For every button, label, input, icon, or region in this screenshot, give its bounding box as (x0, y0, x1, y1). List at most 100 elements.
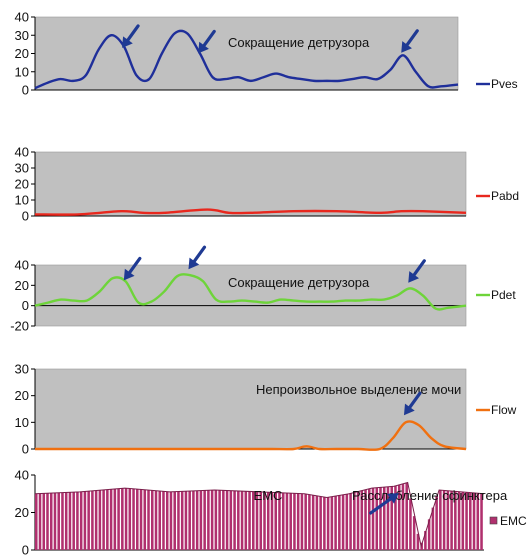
y-tick-label: 20 (15, 177, 29, 192)
arrow-head (122, 36, 133, 48)
bar (457, 491, 461, 550)
arrow-icon (123, 256, 142, 281)
arrow-head (408, 271, 420, 283)
bar (248, 491, 251, 550)
y-tick-label: 30 (15, 161, 29, 176)
y-tick-label: 0 (22, 543, 29, 556)
y-tick-label: 40 (15, 10, 29, 25)
bar (469, 492, 472, 550)
chart-title: EMC (254, 488, 283, 503)
chart-panel-1: 0 10 20 30 40 Pves Сокращение детрузора (15, 10, 518, 98)
bar (132, 488, 135, 550)
y-tick-label: 40 (15, 145, 29, 160)
chart-panel-3: -20 0 20 40 Pdet Сокращение детрузора (10, 258, 516, 334)
bar (87, 491, 90, 550)
plot-area (34, 368, 467, 450)
bar (330, 496, 334, 550)
arrow-icon (369, 493, 399, 515)
legend-marker (489, 516, 498, 525)
y-tick-label: -20 (10, 319, 29, 334)
bar (98, 490, 102, 550)
chart-panel-5: 0 20 40 EMC EMC Расслабление сфинктера (15, 468, 527, 556)
bar (397, 484, 401, 550)
bar (102, 489, 105, 550)
bar (233, 490, 236, 550)
bar (472, 492, 476, 550)
bar (349, 493, 352, 550)
bar (222, 490, 225, 550)
bar (46, 493, 49, 550)
bar (169, 491, 173, 550)
bar (334, 495, 337, 550)
bar (136, 489, 139, 550)
bar (139, 489, 143, 550)
series-line-pves (34, 29, 459, 90)
series-line-pdet (34, 273, 467, 311)
bar (143, 489, 147, 550)
bar (465, 492, 468, 550)
bar (338, 495, 341, 550)
bar (91, 490, 94, 550)
plot-area (34, 151, 467, 217)
bar (53, 492, 57, 550)
bar (255, 491, 259, 550)
bar (165, 491, 169, 550)
bar (79, 491, 83, 550)
bar (203, 490, 206, 550)
bar (409, 498, 412, 550)
bar (154, 490, 158, 550)
bar (218, 490, 221, 550)
bar (42, 493, 46, 550)
bar (293, 493, 296, 550)
bar (386, 486, 390, 550)
arrow-icon (408, 259, 426, 283)
y-tick-label: 10 (15, 193, 29, 208)
bar (420, 542, 423, 550)
bar (450, 491, 453, 550)
bar (252, 491, 255, 550)
bar (394, 485, 397, 550)
y-tick-label: 0 (22, 442, 29, 457)
bar (278, 492, 281, 550)
arrow-head (198, 41, 209, 54)
bar (177, 491, 180, 550)
y-tick-label: 0 (22, 209, 29, 224)
bar (405, 482, 408, 550)
bar (128, 488, 132, 550)
arrow-head (123, 268, 135, 281)
bar (240, 491, 244, 550)
bar (461, 492, 465, 550)
bar (113, 488, 117, 550)
annotation-text: Сокращение детрузора (228, 35, 370, 50)
bar (390, 486, 393, 550)
bar (368, 488, 371, 550)
bar (266, 492, 270, 550)
bar (281, 492, 285, 550)
bar (435, 495, 438, 550)
bar (225, 490, 229, 550)
bar (109, 489, 113, 550)
bar (199, 490, 203, 550)
bar (319, 496, 322, 550)
bar (353, 492, 356, 550)
chart-panel-4: 0 10 20 30 Flow Непроизвольное выделение мочи (15, 362, 517, 457)
annotation-text: Непроизвольное выделение мочи (256, 382, 461, 397)
plot-area (34, 16, 459, 91)
bar (192, 490, 195, 550)
series-line-pabd (34, 208, 467, 216)
bar (296, 493, 300, 550)
bar (207, 490, 210, 550)
arrow-head (188, 257, 200, 270)
bar (184, 491, 188, 550)
arrow-head (403, 403, 415, 416)
bar (68, 492, 72, 550)
arrow-icon (198, 29, 216, 54)
bar (345, 494, 349, 550)
bar (442, 490, 446, 550)
bar (315, 495, 319, 550)
bar (35, 493, 38, 550)
bar (364, 489, 367, 550)
arrow-head (401, 41, 412, 53)
legend-label: Flow (491, 403, 517, 417)
